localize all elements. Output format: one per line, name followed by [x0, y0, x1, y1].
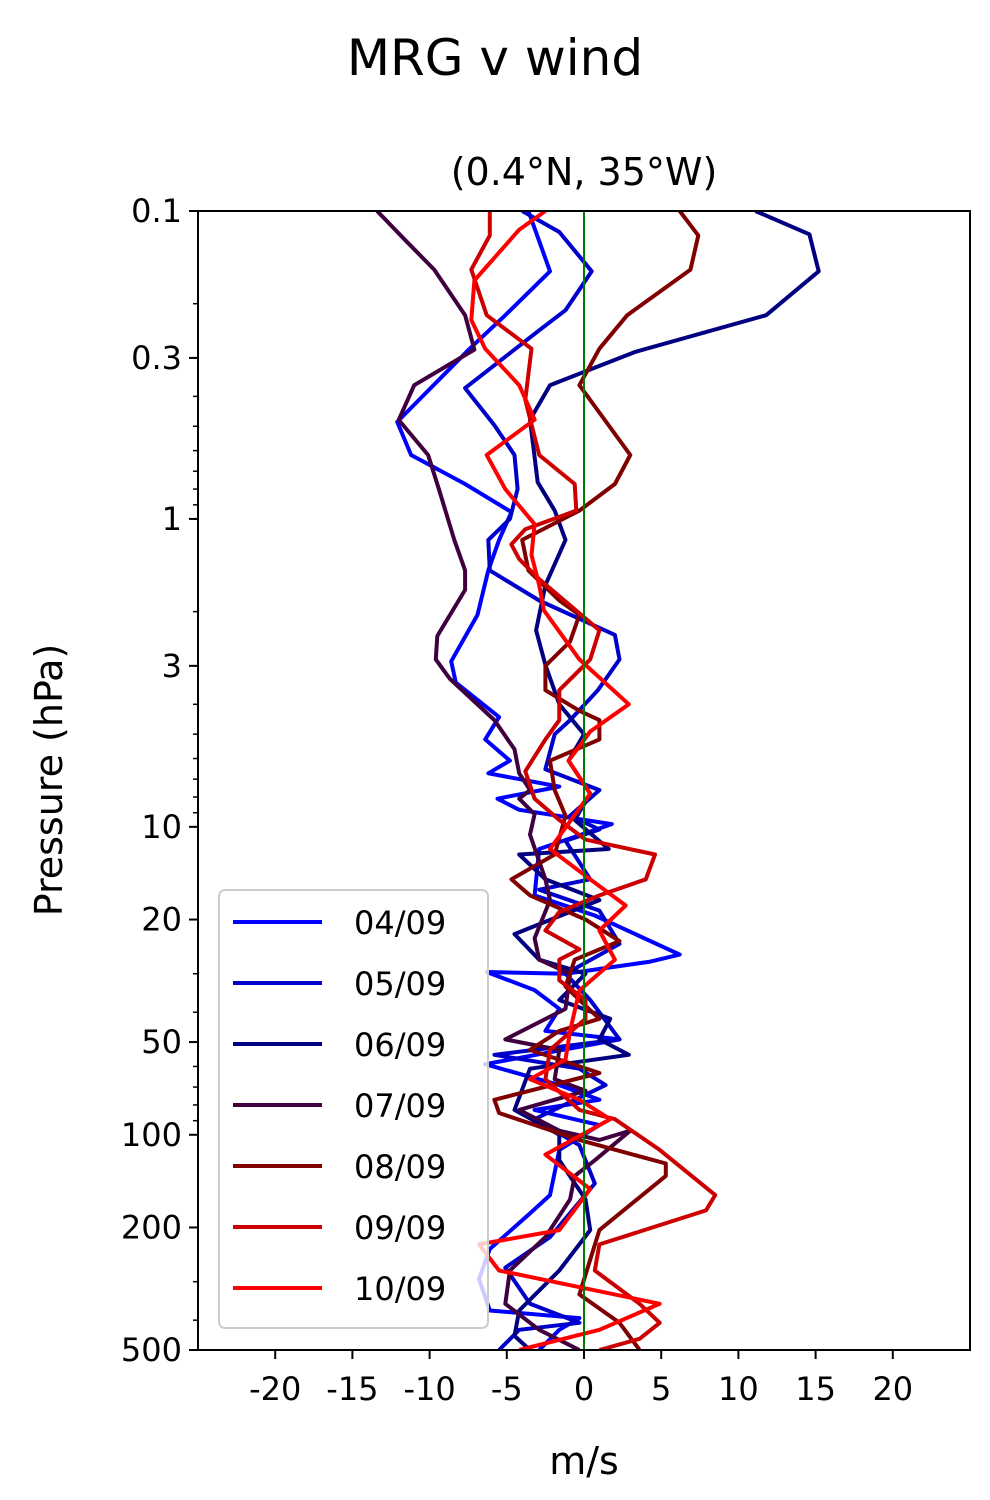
chart-title: MRG v wind	[347, 29, 643, 87]
x-tick-label: 15	[795, 1370, 836, 1408]
y-tick-label: 500	[121, 1331, 182, 1369]
y-tick-label: 0.3	[131, 339, 182, 377]
y-tick-label: 50	[141, 1023, 182, 1061]
y-tick-label: 0.1	[131, 192, 182, 230]
x-axis-label: m/s	[549, 1439, 619, 1483]
legend: 04/09 05/09 06/09 07/09 08/09 09/09 10/09	[218, 889, 489, 1329]
x-tick-label: 0	[574, 1370, 594, 1408]
y-tick-label: 3	[162, 647, 182, 685]
legend-label: 08/09	[354, 1148, 446, 1186]
y-tick-label: 100	[121, 1116, 182, 1154]
legend-label: 06/09	[354, 1026, 446, 1064]
chart-subtitle: (0.4°N, 35°W)	[451, 150, 718, 194]
x-tick-label: 5	[651, 1370, 671, 1408]
series-line-10-09	[469, 211, 662, 1350]
series-line-06-09	[512, 211, 821, 1350]
x-tick-label: 20	[872, 1370, 913, 1408]
y-tick-label: 1	[162, 500, 182, 538]
legend-label: 07/09	[354, 1087, 446, 1125]
legend-label: 09/09	[354, 1209, 446, 1247]
y-tick-label: 20	[141, 901, 182, 939]
y-tick-label: 200	[121, 1208, 182, 1246]
y-tick-label: 10	[141, 808, 182, 846]
x-tick-label: -20	[249, 1370, 301, 1408]
x-tick-label: -10	[403, 1370, 455, 1408]
x-tick-label: -5	[491, 1370, 523, 1408]
series-line-09-09	[469, 211, 718, 1350]
legend-box	[218, 889, 489, 1329]
y-axis-label: Pressure (hPa)	[27, 644, 71, 917]
legend-label: 10/09	[354, 1270, 446, 1308]
series-line-07-09	[375, 211, 633, 1350]
x-tick-label: -15	[326, 1370, 378, 1408]
series-line-08-09	[492, 211, 701, 1350]
x-tick-label: 10	[718, 1370, 759, 1408]
legend-label: 04/09	[354, 904, 446, 942]
legend-label: 05/09	[354, 965, 446, 1003]
